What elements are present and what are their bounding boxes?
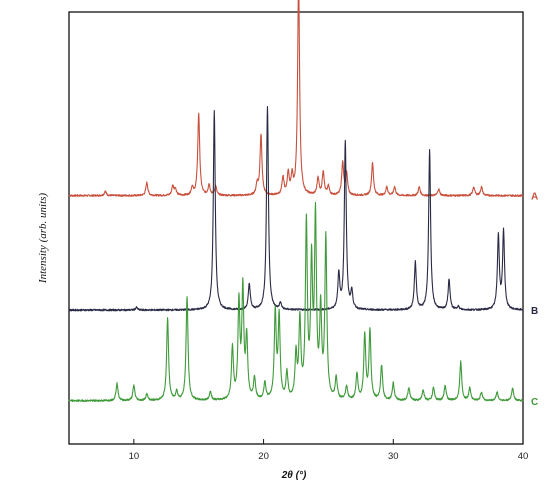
plot-frame bbox=[68, 11, 524, 445]
series-a-line bbox=[68, 0, 524, 197]
x-tick-label: 40 bbox=[518, 451, 529, 462]
series-labels: A B C bbox=[531, 192, 538, 408]
series-b-line bbox=[68, 105, 524, 312]
y-axis-title: Intensity (arb. units) bbox=[37, 193, 49, 284]
x-tick-label: 20 bbox=[258, 451, 269, 462]
series-c-line bbox=[68, 201, 524, 403]
series-c-label: C bbox=[531, 397, 538, 408]
x-axis-title: 2θ (°) bbox=[281, 470, 307, 481]
x-tick-label: 10 bbox=[129, 451, 140, 462]
x-ticks: 10 20 30 40 bbox=[129, 439, 529, 462]
series-b-label: B bbox=[531, 306, 538, 317]
series-a-label: A bbox=[531, 192, 538, 203]
series-layer bbox=[68, 0, 524, 403]
x-tick-label: 30 bbox=[388, 451, 399, 462]
